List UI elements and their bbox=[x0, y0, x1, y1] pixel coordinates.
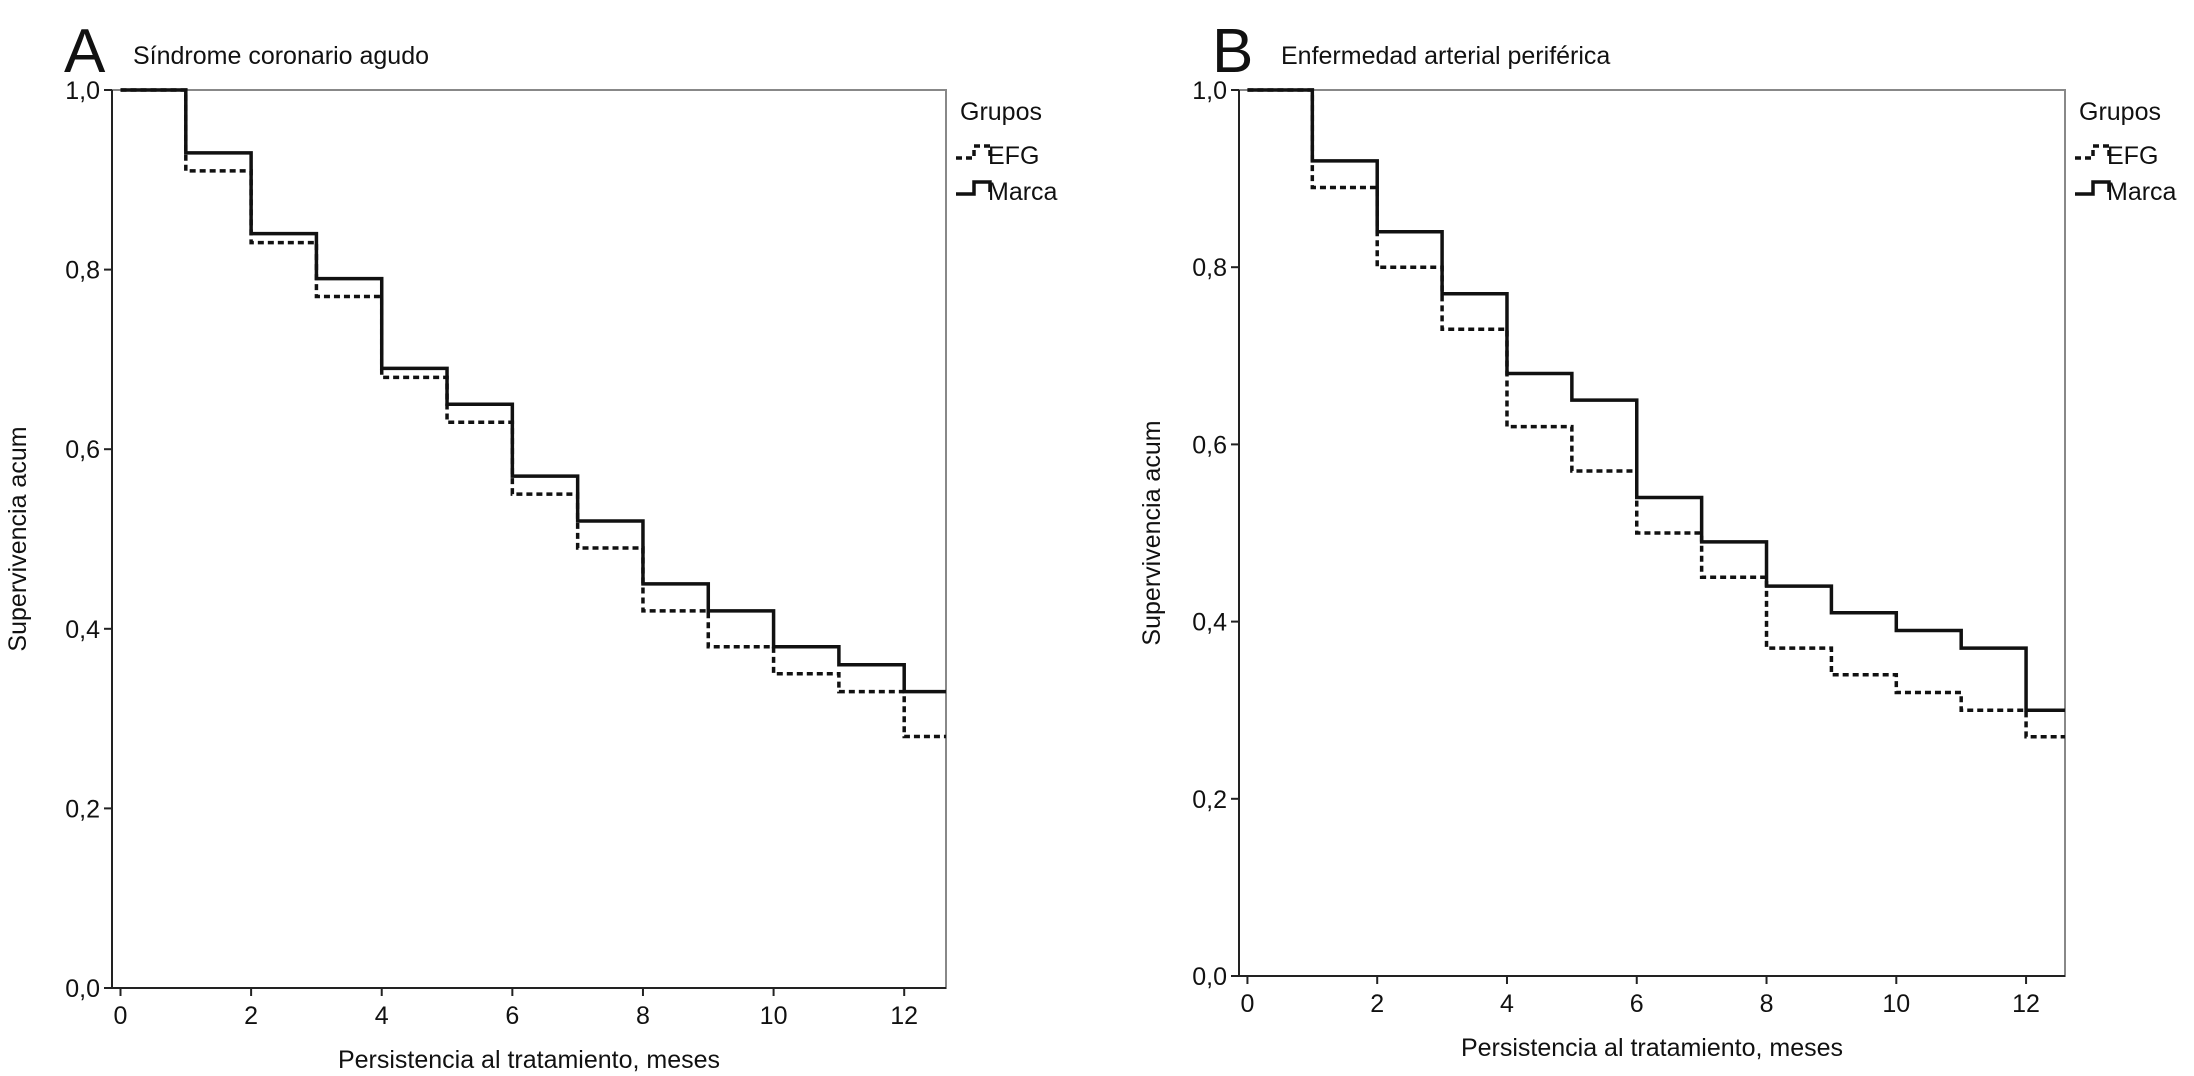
legend-label: EFG bbox=[988, 142, 1039, 170]
y-tick-label: 0,2 bbox=[1192, 786, 1227, 814]
y-tick-label: 0,0 bbox=[65, 975, 100, 1003]
y-tick-label: 0,6 bbox=[1192, 431, 1227, 459]
x-axis-label: Persistencia al tratamiento, meses bbox=[338, 1046, 720, 1074]
survival-line bbox=[120, 88, 946, 739]
x-tick-label: 4 bbox=[1500, 990, 1514, 1018]
y-tick-label: 1,0 bbox=[65, 77, 100, 105]
x-tick-label: 8 bbox=[636, 1002, 650, 1030]
legend-title: Grupos bbox=[960, 98, 1042, 126]
legend-label: Marca bbox=[2107, 178, 2177, 206]
x-tick-label: 4 bbox=[375, 1002, 389, 1030]
y-tick-label: 0,8 bbox=[1192, 254, 1227, 282]
plot-frame bbox=[111, 89, 947, 989]
y-tick-label: 0,2 bbox=[65, 795, 100, 823]
y-tick-label: 0,4 bbox=[1192, 609, 1227, 637]
x-tick-label: 6 bbox=[505, 1002, 519, 1030]
x-tick-label: 0 bbox=[114, 1002, 128, 1030]
x-tick-label: 12 bbox=[2012, 990, 2040, 1018]
x-tick-label: 10 bbox=[760, 1002, 788, 1030]
y-axis-label: Supervivencia acum bbox=[4, 426, 32, 651]
legend-swatch bbox=[956, 144, 992, 160]
y-tick-label: 0,4 bbox=[65, 616, 100, 644]
legend-title: Grupos bbox=[2079, 98, 2161, 126]
x-tick-label: 12 bbox=[890, 1002, 918, 1030]
x-tick-label: 2 bbox=[1370, 990, 1384, 1018]
y-tick-label: 0,0 bbox=[1192, 963, 1227, 991]
survival-line bbox=[1247, 88, 2065, 712]
chart-title: Síndrome coronario agudo bbox=[133, 42, 429, 70]
survival-line bbox=[1247, 88, 2065, 739]
x-axis-label: Persistencia al tratamiento, meses bbox=[1461, 1034, 1843, 1062]
survival-line bbox=[120, 88, 946, 694]
plot-frame bbox=[1238, 89, 2066, 977]
legend-swatch bbox=[2075, 180, 2111, 196]
chart-title: Enfermedad arterial periférica bbox=[1281, 42, 1610, 70]
y-tick-label: 0,8 bbox=[65, 257, 100, 285]
x-tick-label: 6 bbox=[1630, 990, 1644, 1018]
legend-label: Marca bbox=[988, 178, 1058, 206]
panel-letter: A bbox=[64, 17, 106, 86]
y-tick-label: 0,6 bbox=[65, 436, 100, 464]
legend-label: EFG bbox=[2107, 142, 2158, 170]
panel-letter: B bbox=[1212, 17, 1253, 86]
x-tick-label: 8 bbox=[1760, 990, 1774, 1018]
x-tick-label: 10 bbox=[1882, 990, 1910, 1018]
x-tick-label: 0 bbox=[1240, 990, 1254, 1018]
y-tick-label: 1,0 bbox=[1192, 77, 1227, 105]
y-axis-label: Supervivencia acum bbox=[1138, 420, 1166, 645]
legend-swatch bbox=[2075, 144, 2111, 160]
x-tick-label: 2 bbox=[244, 1002, 258, 1030]
legend-swatch bbox=[956, 180, 992, 196]
